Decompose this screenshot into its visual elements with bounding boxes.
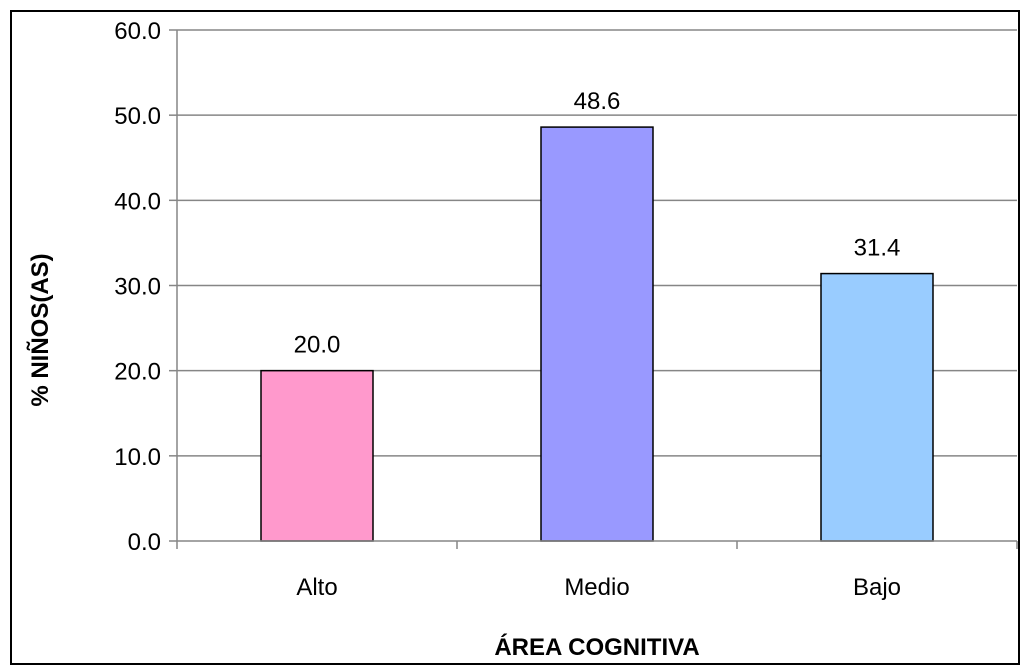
x-tick-label: Medio (564, 574, 629, 601)
y-tick-label: 50.0 (114, 103, 161, 130)
bars (260, 126, 934, 542)
bar-alto (260, 369, 374, 542)
x-tick-label: Bajo (853, 574, 901, 601)
y-axis-title: % NIÑOS(AS) (26, 253, 54, 406)
data-label: 31.4 (854, 235, 901, 262)
data-label: 48.6 (574, 88, 621, 115)
y-tick-label: 20.0 (114, 359, 161, 386)
axes (169, 29, 1018, 549)
labels: 0.0 10.0 20.0 30.0 40.0 50.0 60.0 20.0 Alto 48.6 M… (114, 18, 901, 601)
y-tick-label: 40.0 (114, 188, 161, 215)
bar-bajo (820, 272, 934, 542)
y-tick-label: 30.0 (114, 274, 161, 301)
x-axis-title: ÁREA COGNITIVA (494, 633, 699, 661)
data-label: 20.0 (294, 332, 341, 359)
y-tick-label: 10.0 (114, 444, 161, 471)
y-tick-label: 0.0 (128, 529, 161, 556)
x-tick-label: Alto (296, 574, 337, 601)
y-tick-label: 60.0 (114, 18, 161, 45)
bar-medio (540, 126, 654, 542)
